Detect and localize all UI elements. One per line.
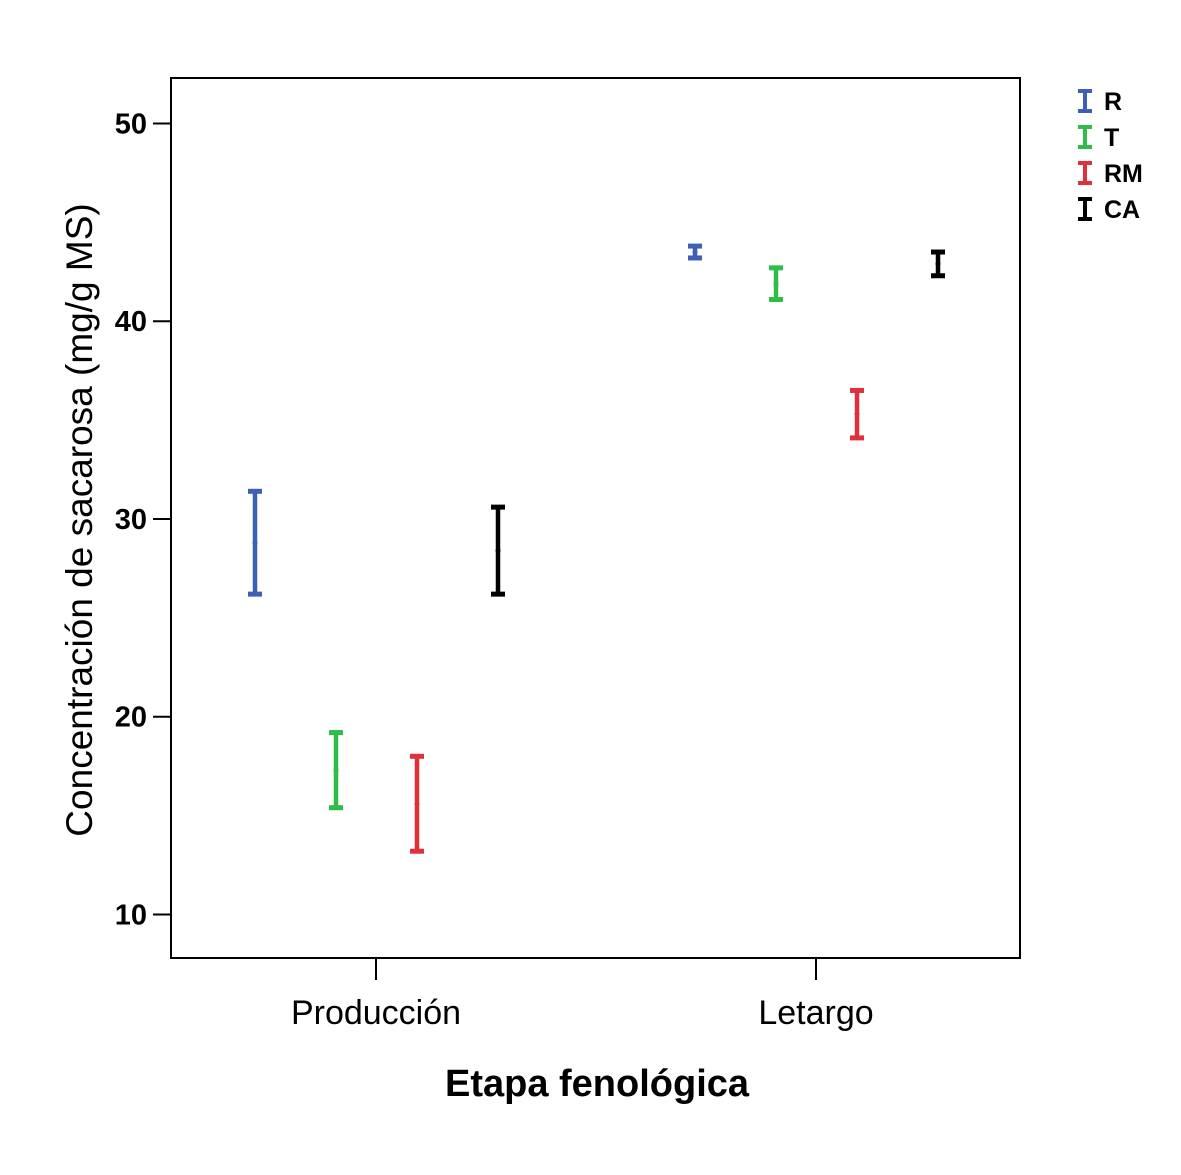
y-tick-label: 50 [115,108,147,140]
y-tick-label: 30 [115,504,147,536]
y-tick-label: 40 [115,306,147,338]
x-axis: Producción Letargo [291,958,874,1032]
y-axis: 10 20 30 40 50 [115,108,171,931]
x-tick-label: Letargo [758,994,873,1032]
legend-label: T [1104,124,1119,152]
mean-point [854,411,860,417]
legend: RT RM CA [1078,88,1143,224]
y-axis-title: Concentración de sacarosa (mg/g MS) [59,203,100,836]
mean-point [252,540,258,546]
legend-label: CA [1104,196,1140,224]
mean-point [935,261,941,267]
mean-point [692,249,698,255]
mean-point [414,801,420,807]
y-tick-label: 20 [115,702,147,734]
error-bars [248,243,945,854]
mean-point [773,281,779,287]
y-tick-label: 10 [115,899,147,931]
plot-frame [170,77,1021,959]
mean-point [333,767,339,773]
x-axis-title: Etapa fenológica [445,1063,750,1105]
mean-point [495,548,501,554]
x-tick-label: Producción [291,994,461,1032]
legend-label: RM [1104,160,1143,188]
legend-label: R [1104,88,1122,116]
